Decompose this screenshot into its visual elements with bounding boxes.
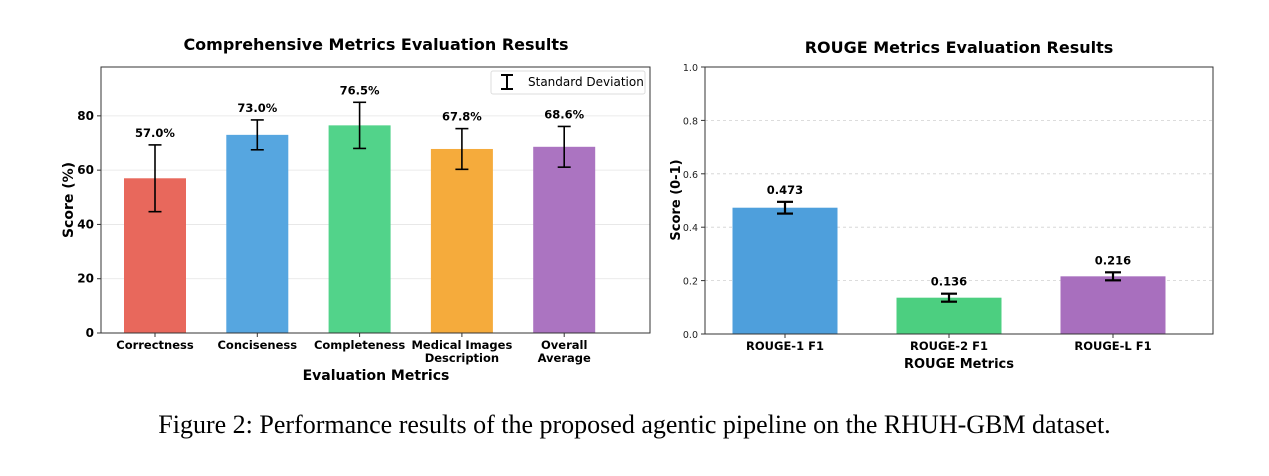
rouge-metrics-chart: ROUGE Metrics Evaluation Results 0.4730.… [669,38,1214,372]
error-bar-icon [501,74,513,90]
bar [896,297,1002,334]
y-tick-label: 20 [77,272,94,286]
bar [1060,276,1166,334]
bar [533,146,596,333]
error-bars [777,200,1121,303]
figure-caption: Figure 2: Performance results of the pro… [158,410,1111,439]
bars [732,207,1166,334]
data-label: 57.0% [135,126,175,140]
error-bars [148,101,571,213]
error-bar [557,125,571,168]
x-tick-label: ROUGE-L F1 [1074,339,1151,353]
data-labels: 57.0% 73.0% 76.5% 67.8% 68.6% [135,83,585,140]
bar [226,134,289,333]
error-bar [777,200,793,215]
x-axis-label: ROUGE Metrics [904,357,1014,372]
legend-frame [490,70,646,95]
y-ticks: 0 20 40 60 80 [77,109,101,340]
data-labels: 0.473 0.136 0.216 [767,183,1131,289]
y-tick-label: 0.2 [683,277,698,288]
bar [430,148,493,333]
data-label: 73.0% [237,101,277,115]
x-tick-label: Average [538,351,591,365]
data-label: 0.216 [1095,253,1131,267]
error-bar [148,144,162,213]
y-ticks: 0.0 0.2 0.4 0.6 0.8 1.0 [683,63,705,341]
comprehensive-metrics-chart: Comprehensive Metrics Evaluation Results… [61,35,651,384]
data-label: 68.6% [544,107,584,121]
x-tick-label: Correctness [116,338,194,352]
chart-title: Comprehensive Metrics Evaluation Results [183,35,568,54]
y-tick-label: 0 [86,326,94,340]
data-label: 0.136 [931,275,967,289]
chart-title: ROUGE Metrics Evaluation Results [805,38,1114,57]
plot-frame [100,66,651,334]
bars [124,125,596,333]
plot-frame [704,66,1214,335]
y-axis-label: Score (0-1) [669,159,684,240]
x-tick-label: Description [425,351,499,365]
y-tick-label: 0.0 [683,330,698,341]
data-label: 0.473 [767,183,803,197]
x-ticks: Correctness Conciseness Completeness Medica… [116,333,591,365]
x-tick-label: Conciseness [217,338,297,352]
y-tick-label: 0.6 [683,170,698,181]
data-label: 67.8% [442,110,482,124]
x-tick-label: Medical Images [411,338,512,352]
x-tick-label: Overall [541,338,587,352]
y-tick-label: 80 [77,109,94,123]
error-bar [1105,271,1121,282]
x-tick-label: ROUGE-2 F1 [910,339,988,353]
bar [328,125,391,333]
y-tick-label: 60 [77,163,94,177]
y-axis-label: Score (%) [61,162,77,238]
y-tick-label: 40 [77,217,94,231]
x-axis-label: Evaluation Metrics [303,368,450,384]
y-tick-label: 0.8 [683,116,698,127]
error-bar [455,127,469,171]
x-tick-label: ROUGE-1 F1 [746,339,824,353]
x-tick-label: Completeness [314,338,405,352]
error-bar [250,119,264,151]
y-tick-label: 1.0 [683,63,698,74]
legend: Standard Deviation [490,70,646,95]
y-tick-label: 0.4 [683,223,698,234]
x-ticks: ROUGE-1 F1 ROUGE-2 F1 ROUGE-L F1 [746,334,1152,353]
data-label: 76.5% [340,83,380,97]
error-bar [941,292,957,303]
legend-label: Standard Deviation [528,75,644,89]
bar [732,207,838,334]
error-bar [353,101,367,150]
